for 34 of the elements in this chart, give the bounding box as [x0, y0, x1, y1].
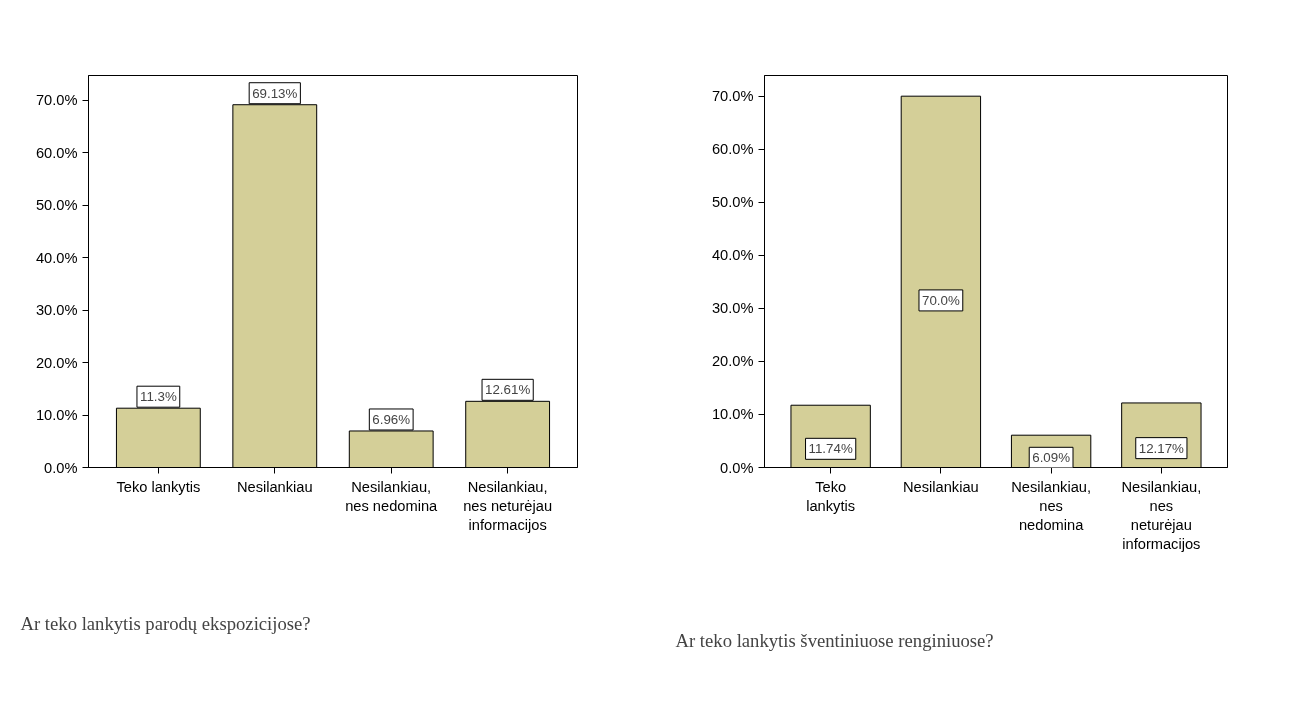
text: Ar teko lankytis šventiniuose renginiuose?	[675, 630, 994, 651]
y-tick-label: 40.0%	[35, 249, 78, 266]
x-tick-label: Teko lankytis	[116, 478, 201, 495]
x-tick-label: Nesilankiau, nes nedomina	[1011, 478, 1092, 533]
data-label: 12.17%	[1138, 440, 1185, 456]
data-label: 69.13%	[252, 85, 298, 101]
x-tick-label: Nesilankiau, nes neturėjau informacijos	[463, 478, 553, 533]
y-tick-label: 60.0%	[711, 141, 754, 158]
y-tick-label: 40.0%	[711, 247, 754, 264]
x-tick-label: Nesilankiau	[236, 478, 313, 495]
data-label: 11.3%	[139, 389, 177, 405]
data-label: 11.74%	[808, 441, 853, 457]
data-label: 6.09%	[1032, 450, 1071, 466]
text: Ar teko lankytis parodų ekspozicijose?	[20, 612, 311, 634]
y-tick-label: 20.0%	[35, 354, 78, 371]
x-tick-label: Nesilankiau, nes nedomina	[345, 478, 439, 514]
y-tick-label: 50.0%	[711, 194, 754, 211]
x-tick-label: Teko lankytis	[806, 478, 856, 514]
y-tick-label: 0.0%	[44, 459, 78, 476]
y-tick-label: 60.0%	[35, 144, 78, 161]
data-label: 12.61%	[485, 382, 531, 398]
data-label: 6.96%	[372, 411, 411, 427]
x-tick-label: Nesilankiau	[903, 478, 979, 495]
y-tick-label: 30.0%	[35, 302, 78, 319]
y-tick-label: 30.0%	[711, 300, 754, 317]
y-tick-label: 50.0%	[35, 197, 78, 214]
y-tick-label: 10.0%	[35, 407, 78, 424]
y-tick-label: 70.0%	[35, 92, 78, 109]
x-tick-label: Nesilankiau, nes neturėjau informacijos	[1121, 478, 1202, 553]
y-tick-label: 70.0%	[711, 88, 754, 105]
y-tick-label: 20.0%	[711, 353, 754, 370]
y-tick-label: 10.0%	[711, 406, 754, 423]
y-tick-label: 0.0%	[720, 459, 754, 476]
data-label: 70.0%	[921, 292, 960, 308]
